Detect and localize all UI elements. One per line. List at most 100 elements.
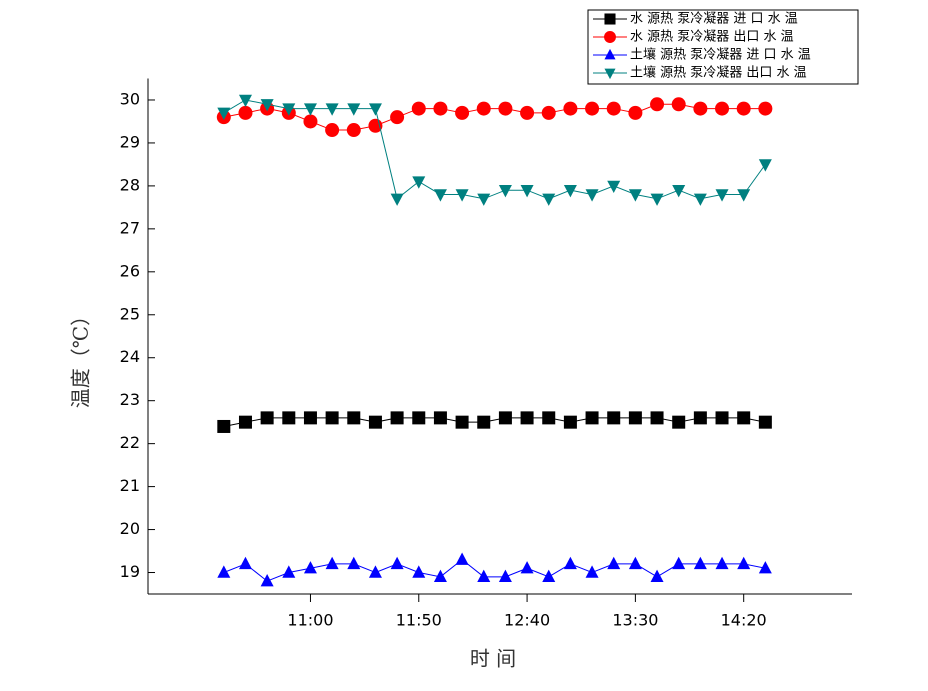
data-point [541,105,556,120]
legend-marker [604,13,616,25]
data-point [303,103,317,116]
data-point [325,556,339,570]
data-point [715,556,729,570]
data-point [715,189,729,202]
data-point [585,189,599,202]
data-point [563,556,577,570]
data-point [477,193,491,206]
data-point [736,101,751,116]
data-point [411,101,426,116]
data-point [585,411,599,425]
legend-box [587,9,859,85]
legend-marker [604,31,616,43]
data-point [650,411,664,425]
data-point [672,415,686,429]
data-point [217,107,231,121]
data-point [282,103,296,116]
legend-label: 水 源热 泵冷凝器 出口 水 温 [630,29,794,45]
data-point [542,411,556,425]
data-point [563,101,578,116]
data-point [542,569,556,583]
data-point [390,411,404,425]
data-point [650,193,664,206]
data-point [693,411,707,425]
data-point [520,561,534,574]
data-point [498,184,512,198]
data-point [607,411,621,425]
data-point [477,569,491,583]
y-tick-label: 21 [120,476,140,495]
data-point [758,159,772,172]
data-point [520,411,534,425]
x-tick-label: 12:40 [504,611,550,630]
y-tick-label: 20 [120,519,140,538]
y-tick-label: 23 [120,390,140,409]
series-line [223,558,766,582]
data-point [758,101,773,116]
data-point [628,411,642,425]
data-point [368,415,382,429]
data-point [260,411,274,425]
y-tick-label: 27 [120,218,140,237]
data-point [368,103,382,116]
x-tick-label: 13:30 [612,611,658,630]
data-point [433,189,447,202]
data-point [238,415,252,429]
y-tick-label: 25 [120,304,140,323]
data-point [585,101,600,116]
data-point [217,419,231,433]
data-point [498,411,512,425]
series-line [223,99,766,200]
data-point [628,189,642,202]
data-point [758,415,772,429]
data-point [433,569,447,583]
data-point [217,565,231,578]
data-point [390,556,404,570]
data-point [563,184,577,198]
data-point [325,103,339,116]
legend-marker [604,68,616,80]
data-point [238,556,252,570]
data-point [520,184,534,198]
data-point [303,411,317,425]
data-point [238,94,252,108]
y-tick-label: 29 [120,132,140,151]
x-axis-label: 时 间 [470,647,516,671]
data-point [260,99,274,112]
data-point [433,101,448,116]
data-point [672,184,686,198]
y-tick-label: 30 [120,89,140,108]
data-point [628,556,642,570]
x-tick-label: 11:50 [396,611,442,630]
data-point [715,411,729,425]
data-point [347,103,361,116]
data-point [542,193,556,206]
y-tick-label: 24 [120,347,140,366]
data-point [325,411,339,425]
data-point [303,561,317,574]
legend-label: 土壤 源热 泵冷凝器 进 口 水 温 [630,47,811,63]
data-point [433,411,447,425]
data-point [238,105,253,120]
data-point [693,193,707,206]
y-tick-label: 26 [120,261,140,280]
x-tick-label: 14:20 [721,611,767,630]
data-point [477,415,491,429]
legend-marker [604,48,616,60]
data-point [282,565,296,578]
data-point [520,105,535,120]
data-point [412,565,426,578]
data-point [737,556,751,570]
data-point [693,556,707,570]
data-point [412,176,426,189]
data-point [498,569,512,583]
data-point [412,411,426,425]
legend-label: 土壤 源热 泵冷凝器 出口 水 温 [630,65,807,81]
data-point [346,123,361,138]
y-tick-label: 28 [120,175,140,194]
y-axis-label: 温度（℃） [69,306,93,408]
data-point [347,411,361,425]
data-point [737,189,751,202]
data-point [607,180,621,194]
